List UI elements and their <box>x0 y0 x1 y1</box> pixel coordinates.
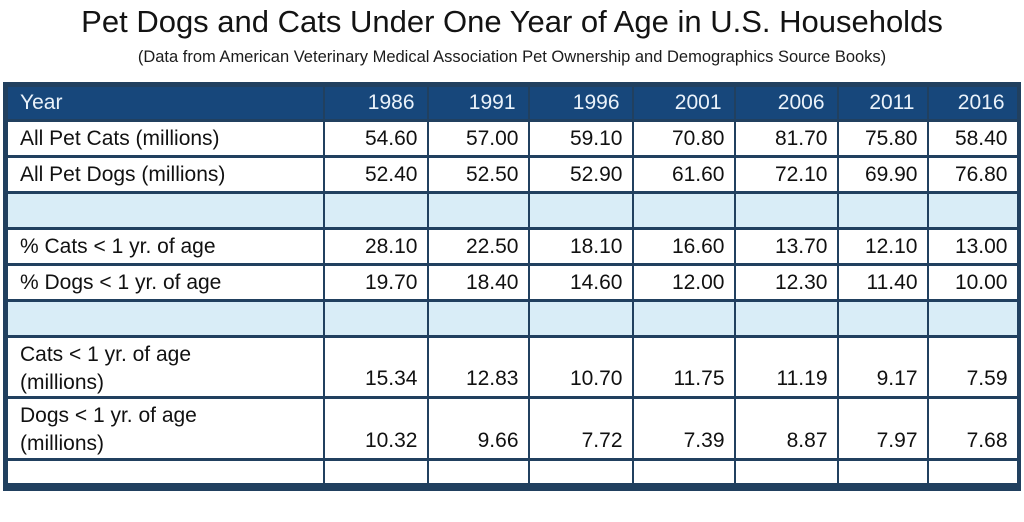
table-cell <box>527 457 634 489</box>
table-cell: 14.60 <box>527 263 634 302</box>
year-column-header: 2006 <box>733 83 839 122</box>
table-cell: 81.70 <box>733 119 839 158</box>
table-cell: 9.17 <box>836 334 929 400</box>
table-cell <box>631 299 736 338</box>
row-label <box>4 457 325 489</box>
row-label: % Cats < 1 yr. of age <box>4 227 325 266</box>
table-cell: 12.10 <box>836 227 929 266</box>
row-label: Cats < 1 yr. of age (millions) <box>4 334 325 400</box>
year-column-header: 2001 <box>631 83 736 122</box>
year-column-header: 2011 <box>836 83 929 122</box>
page-subtitle: (Data from American Veterinary Medical A… <box>137 48 887 66</box>
table-cell <box>733 191 839 230</box>
table-cell: 13.70 <box>733 227 839 266</box>
year-row-header: Year <box>4 83 325 122</box>
table-row: % Dogs < 1 yr. of age 19.70 18.40 14.60 12.0… <box>4 263 1020 302</box>
table-cell: 12.30 <box>733 263 839 302</box>
table-cell: 10.70 <box>527 334 634 400</box>
row-label <box>4 299 325 338</box>
table-cell: 70.80 <box>631 119 736 158</box>
table-cell: 15.34 <box>322 334 429 400</box>
table-cell: 7.97 <box>836 396 929 461</box>
table-cell: 10.00 <box>926 263 1020 302</box>
table-cell: 11.75 <box>631 334 736 400</box>
table-cell: 16.60 <box>631 227 736 266</box>
table-row: All Pet Dogs (millions) 52.40 52.50 52.90 61… <box>4 155 1020 194</box>
table-body: All Pet Cats (millions) 54.60 57.00 59.10 70… <box>4 119 1020 489</box>
table-cell <box>836 457 929 489</box>
table-cell: 11.19 <box>733 334 839 400</box>
table-cell: 22.50 <box>426 227 530 266</box>
table-cell: 10.32 <box>322 396 429 461</box>
table-cell <box>836 191 929 230</box>
table-cell: 52.50 <box>426 155 530 194</box>
table-cell <box>322 457 429 489</box>
header-row: Year 1986 1991 1996 2001 2006 2011 2016 <box>4 83 1020 122</box>
row-label: % Dogs < 1 yr. of age <box>4 263 325 302</box>
table-cell <box>926 191 1020 230</box>
table-cell: 9.66 <box>426 396 530 461</box>
table-cell: 18.40 <box>426 263 530 302</box>
pet-data-table: Year 1986 1991 1996 2001 2006 2011 2016 All Pet… <box>3 82 1021 492</box>
year-column-header: 1996 <box>527 83 634 122</box>
table-cell <box>631 457 736 489</box>
table-cell: 7.72 <box>527 396 634 461</box>
table-cell <box>322 191 429 230</box>
row-label: Dogs < 1 yr. of age (millions) <box>4 396 325 461</box>
table-cell <box>527 191 634 230</box>
table-cell: 59.10 <box>527 119 634 158</box>
table-cell <box>322 299 429 338</box>
table-cell: 28.10 <box>322 227 429 266</box>
table-row: All Pet Cats (millions) 54.60 57.00 59.10 70… <box>4 119 1020 158</box>
table-row <box>4 299 1020 338</box>
table-cell <box>926 457 1020 489</box>
page-title: Pet Dogs and Cats Under One Year of Age … <box>81 4 943 39</box>
table-cell <box>527 299 634 338</box>
table-cell: 58.40 <box>926 119 1020 158</box>
table-row: % Cats < 1 yr. of age 28.10 22.50 18.10 16.6… <box>4 227 1020 266</box>
table-cell: 76.80 <box>926 155 1020 194</box>
table-cell: 8.87 <box>733 396 839 461</box>
table-row <box>4 191 1020 230</box>
row-label: All Pet Cats (millions) <box>4 119 325 158</box>
table-row <box>4 457 1020 489</box>
table-cell: 11.40 <box>836 263 929 302</box>
row-label: All Pet Dogs (millions) <box>4 155 325 194</box>
table-row: Dogs < 1 yr. of age (millions) 10.32 9.66 7… <box>4 396 1020 461</box>
table-cell <box>426 191 530 230</box>
year-column-header: 1986 <box>322 83 429 122</box>
table-cell: 54.60 <box>322 119 429 158</box>
table-cell: 18.10 <box>527 227 634 266</box>
table-cell: 7.39 <box>631 396 736 461</box>
table-cell: 7.68 <box>926 396 1020 461</box>
year-column-header: 1991 <box>426 83 530 122</box>
table-cell: 72.10 <box>733 155 839 194</box>
table-cell: 69.90 <box>836 155 929 194</box>
table-cell: 52.40 <box>322 155 429 194</box>
table-cell: 19.70 <box>322 263 429 302</box>
table-cell: 12.00 <box>631 263 736 302</box>
table-cell <box>733 299 839 338</box>
table-cell <box>631 191 736 230</box>
table-cell <box>926 299 1020 338</box>
table-cell: 57.00 <box>426 119 530 158</box>
table-cell <box>733 457 839 489</box>
row-label <box>4 191 325 230</box>
table-cell: 13.00 <box>926 227 1020 266</box>
table-cell: 12.83 <box>426 334 530 400</box>
table-row: Cats < 1 yr. of age (millions) 15.34 12.83… <box>4 334 1020 400</box>
year-column-header: 2016 <box>926 83 1020 122</box>
table-cell <box>426 299 530 338</box>
table-cell <box>426 457 530 489</box>
table-cell <box>836 299 929 338</box>
table-cell: 61.60 <box>631 155 736 194</box>
table-cell: 7.59 <box>926 334 1020 400</box>
table-cell: 52.90 <box>527 155 634 194</box>
table-cell: 75.80 <box>836 119 929 158</box>
